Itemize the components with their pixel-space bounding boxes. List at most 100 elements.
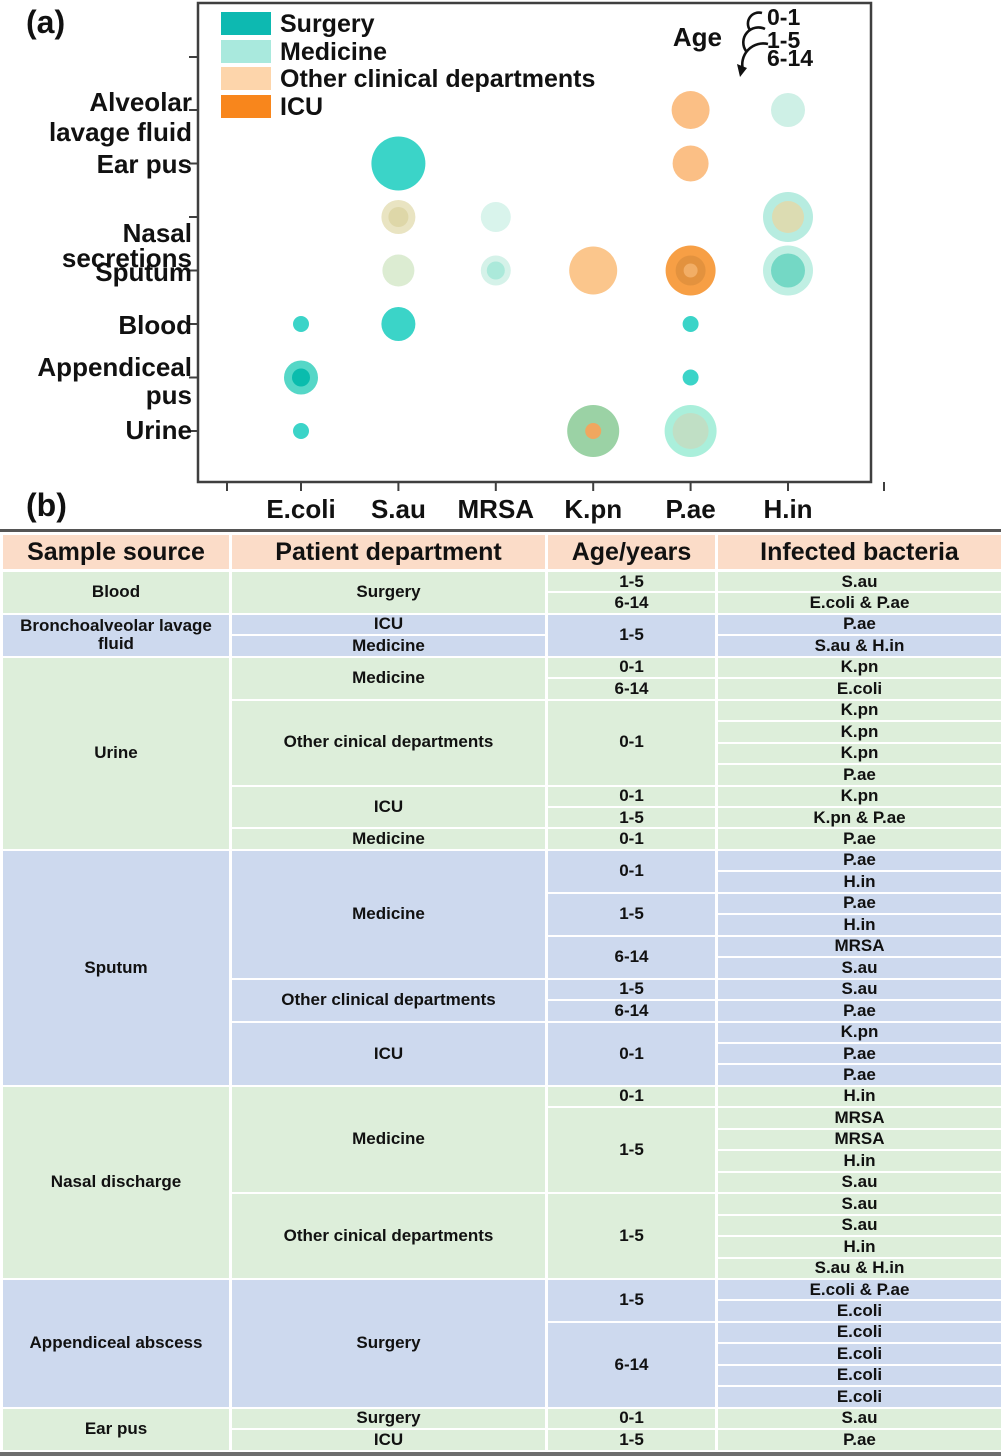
table-cell: Blood <box>0 569 232 615</box>
table-cell: ICU <box>229 1428 548 1452</box>
bubble-alveolar-lavage-fluid-Pae <box>671 91 710 129</box>
bubble-nasal-secretions-Sau <box>381 200 416 234</box>
table-cell: 0-1 <box>545 784 718 809</box>
table-cell: H.in <box>715 870 1001 894</box>
table-row: H.in <box>2 1149 1001 1173</box>
bubble-layer <box>682 316 699 332</box>
table-cell: P.ae <box>715 763 1001 787</box>
table-row: 6-14 E.coli <box>2 1320 1001 1409</box>
table-row: 6-14 MRSA <box>2 934 1001 980</box>
bubble-sputum-Kpn <box>569 246 618 295</box>
bubble-layer <box>486 261 505 280</box>
table-cell: 6-14 <box>545 591 718 615</box>
table-header-sample-source: Sample source <box>0 532 232 572</box>
y-tick-label: lavage fluid <box>49 117 192 147</box>
table-cell: E.coli <box>715 1299 1001 1323</box>
table-cell: ICU <box>229 1020 548 1087</box>
bubble-sputum-Pae <box>665 245 716 296</box>
table-cell: K.pn <box>715 698 1001 723</box>
table-cell: H.in <box>715 1235 1001 1259</box>
legend-label: Other clinical departments <box>280 65 595 93</box>
legend-label: Medicine <box>280 38 387 66</box>
age-arc <box>741 42 769 71</box>
table-row: P.ae <box>2 763 1001 787</box>
table-row: 1-5 MRSA <box>2 1106 1001 1195</box>
table-cell: Medicine <box>229 634 548 658</box>
table-row: Urine Medicine 0-1 K.pn <box>0 655 1001 851</box>
table-cell: Other cinical departments <box>229 1192 548 1280</box>
table-row: Sputum Medicine 0-1 P.ae <box>0 848 1001 1087</box>
table-cell: S.au <box>715 1192 1001 1216</box>
table-row: Nasal discharge Medicine 0-1 H.in <box>0 1084 1001 1280</box>
table-row: P.ae <box>2 1041 1001 1066</box>
bubble-urine-Ecoli <box>293 423 309 439</box>
age-arc <box>742 26 766 52</box>
legend-label: ICU <box>280 93 323 121</box>
bubble-layer <box>772 201 804 233</box>
table-cell: K.pn <box>715 655 1001 680</box>
table-cell: E.coli & P.ae <box>715 1277 1001 1302</box>
table-row: P.ae <box>2 1063 1001 1087</box>
table-cell: P.ae <box>715 1063 1001 1087</box>
age-legend: Age 0-11-56-14 <box>673 4 813 77</box>
plot-border <box>196 1 873 484</box>
bubble-ear-pus-Sau <box>371 136 426 191</box>
table-cell: 1-5 <box>545 1428 718 1452</box>
table-cell: 1-5 <box>545 1106 718 1195</box>
table-row: 6-14 E.coli <box>2 677 1001 701</box>
bubble-layer <box>771 93 805 127</box>
bubble-ear-pus-Pae <box>672 145 709 182</box>
table-cell: Bronchoalveolar lavage fluid <box>0 612 232 658</box>
table-cell: E.coli <box>715 1363 1001 1388</box>
table-cell: Ear pus <box>0 1406 232 1453</box>
table-cell: P.ae <box>715 1428 1001 1452</box>
bubble-nasal-secretions-MRSA <box>480 202 511 232</box>
bubble-urine-Pae <box>664 405 717 457</box>
table-row: ICU 0-1 K.pn <box>2 784 1001 830</box>
y-tick-label: Appendiceal <box>37 352 192 382</box>
bubble-layer <box>292 368 310 387</box>
table-cell: S.au & H.in <box>715 634 1001 658</box>
table-cell: Other cinical departments <box>229 698 548 787</box>
bubble-blood-Pae <box>682 316 699 332</box>
bubble-layer <box>381 307 416 341</box>
table-cell: 1-5 <box>545 569 718 594</box>
table-cell: Other clinical departments <box>229 977 548 1023</box>
x-tick-label: H.in <box>763 494 812 524</box>
table-cell: 1-5 <box>545 612 718 658</box>
table-cell: 0-1 <box>545 698 718 787</box>
legend-swatch <box>221 40 271 63</box>
x-tick-label: P.ae <box>666 494 716 524</box>
table-cell: S.au <box>715 977 1001 1002</box>
table-row: E.coli <box>2 1385 1001 1409</box>
table-header-patient-department: Patient department <box>229 532 548 572</box>
table-row: E.coli <box>2 1299 1001 1323</box>
table-row: H.in <box>2 1235 1001 1259</box>
table-row: S.au <box>2 956 1001 980</box>
table-row: Blood Surgery 1-5 S.au <box>0 569 1001 615</box>
bubble-nasal-secretions-Hin <box>763 192 813 242</box>
table-cell: H.in <box>715 913 1001 937</box>
table-cell: Medicine <box>229 827 548 851</box>
table-row: ICU 1-5 P.ae <box>2 1428 1001 1452</box>
bubble-layer <box>382 254 415 287</box>
table-cell: 6-14 <box>545 1320 718 1409</box>
bubble-layer <box>672 145 709 182</box>
table-row: ICU 0-1 K.pn <box>2 1020 1001 1087</box>
table-cell: E.coli <box>715 1342 1001 1366</box>
table-cell: 1-5 <box>545 805 718 830</box>
table-row: H.in <box>2 913 1001 937</box>
bubble-layer <box>671 91 710 129</box>
age-arc-arrowhead <box>737 64 747 77</box>
table-cell: P.ae <box>715 612 1001 637</box>
table-cell: S.au <box>715 569 1001 594</box>
bubble-layer <box>672 413 709 449</box>
panel-a-label: (a) <box>26 4 66 40</box>
y-tick-label: pus <box>146 380 192 410</box>
data-table: Sample source Patient department Age/years… <box>0 532 1001 1453</box>
table-cell: P.ae <box>715 1041 1001 1066</box>
table-cell: P.ae <box>715 891 1001 916</box>
bubble-layer <box>682 369 699 386</box>
table-cell: Nasal discharge <box>0 1084 232 1280</box>
